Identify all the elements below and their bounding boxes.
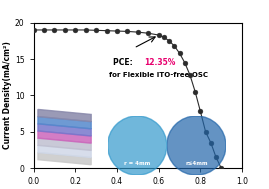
- Polygon shape: [38, 153, 91, 165]
- Polygon shape: [38, 124, 91, 136]
- Polygon shape: [38, 138, 91, 150]
- Text: 12.35%: 12.35%: [144, 58, 175, 67]
- Text: for Flexible ITO-free OSC: for Flexible ITO-free OSC: [109, 72, 208, 78]
- Text: PCE:: PCE:: [113, 58, 135, 67]
- Polygon shape: [38, 109, 91, 122]
- Polygon shape: [38, 117, 91, 129]
- Y-axis label: Current Density(mA/cm²): Current Density(mA/cm²): [3, 42, 12, 149]
- Polygon shape: [38, 131, 91, 143]
- Circle shape: [167, 116, 226, 175]
- Text: r = 4mm: r = 4mm: [124, 161, 150, 166]
- Text: r≤4mm: r≤4mm: [185, 161, 208, 166]
- Polygon shape: [38, 145, 91, 158]
- Circle shape: [108, 116, 167, 175]
